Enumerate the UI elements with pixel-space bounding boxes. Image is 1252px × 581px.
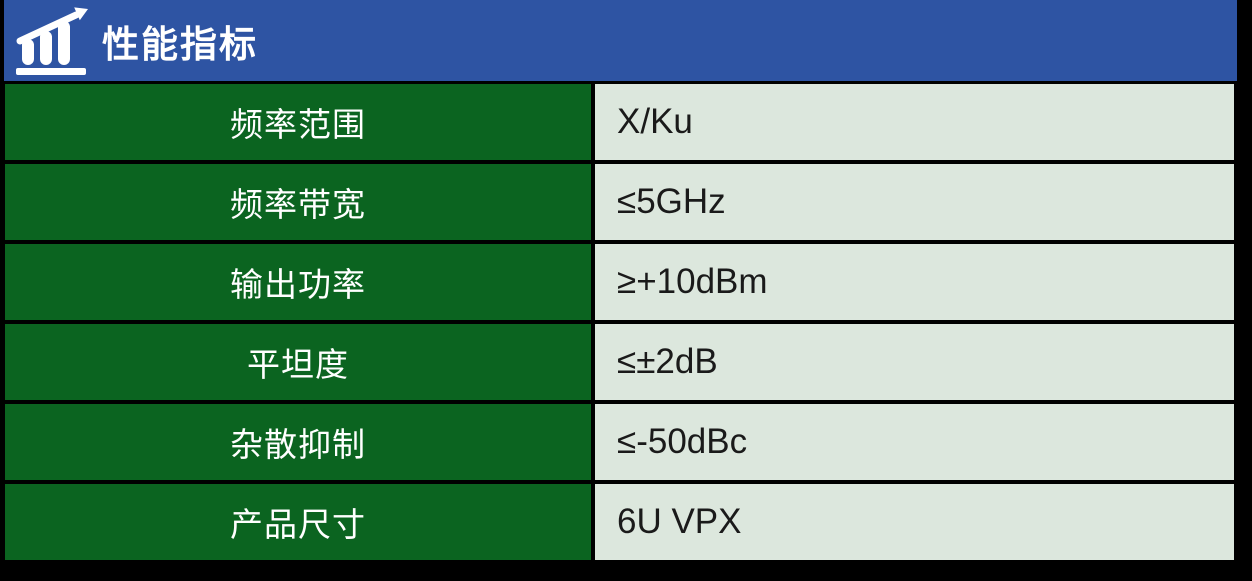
- spec-label: 输出功率: [5, 244, 591, 320]
- spec-value: X/Ku: [595, 84, 1234, 160]
- spec-label: 频率带宽: [5, 164, 591, 240]
- spec-label: 产品尺寸: [5, 484, 591, 560]
- spec-value: 6U VPX: [595, 484, 1234, 560]
- spec-label: 杂散抑制: [5, 404, 591, 480]
- spec-value: ≤-50dBc: [595, 404, 1234, 480]
- table-row: 平坦度 ≤±2dB: [5, 324, 1238, 400]
- spec-value: ≥+10dBm: [595, 244, 1234, 320]
- table-row: 输出功率 ≥+10dBm: [5, 244, 1238, 320]
- table-row: 频率带宽 ≤5GHz: [5, 164, 1238, 240]
- bar-chart-rising-trend-icon: [14, 5, 90, 77]
- spec-table: 频率范围 X/Ku 频率带宽 ≤5GHz 输出功率 ≥+10dBm 平坦度 ≤±…: [5, 84, 1238, 564]
- table-row: 杂散抑制 ≤-50dBc: [5, 404, 1238, 480]
- spec-value: ≤5GHz: [595, 164, 1234, 240]
- section-header-banner: 性能指标: [4, 0, 1237, 81]
- spec-label: 平坦度: [5, 324, 591, 400]
- table-row: 产品尺寸 6U VPX: [5, 484, 1238, 560]
- spec-value: ≤±2dB: [595, 324, 1234, 400]
- section-title: 性能指标: [102, 23, 258, 65]
- spec-label: 频率范围: [5, 84, 591, 160]
- table-row: 频率范围 X/Ku: [5, 84, 1238, 160]
